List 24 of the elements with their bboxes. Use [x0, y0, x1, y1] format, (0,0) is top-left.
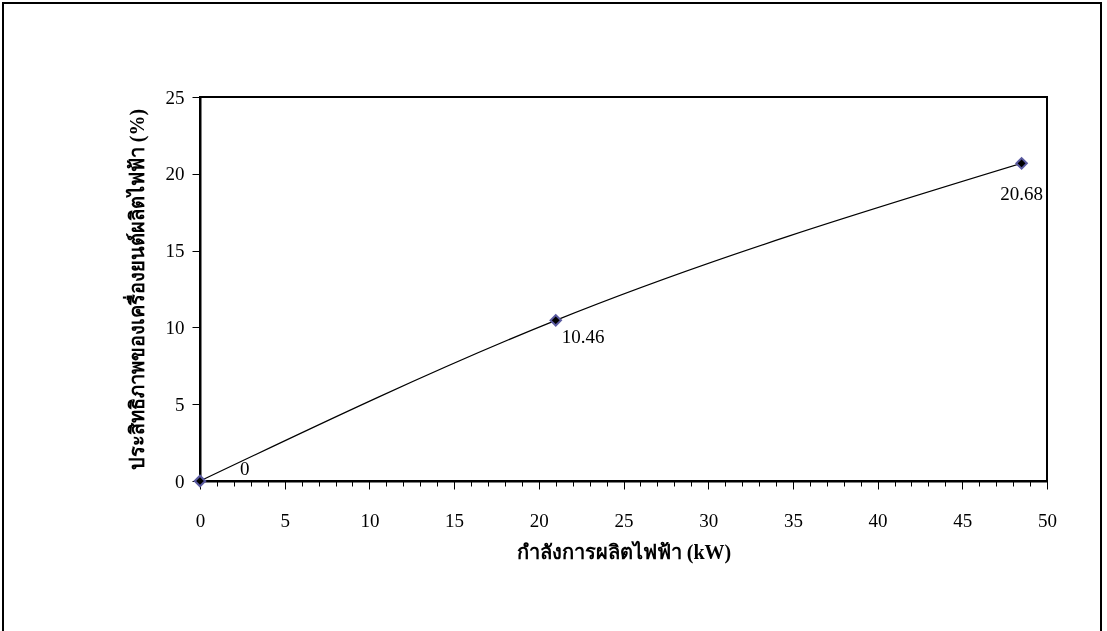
x-axis-title: กำลังการผลิตไฟฟ้า (kW)	[516, 539, 732, 564]
x-tick-label: 20	[529, 509, 549, 531]
y-tick-label: 20	[165, 163, 185, 185]
x-tick-label: 45	[953, 509, 973, 531]
point	[549, 314, 562, 327]
x-tick-label: 25	[614, 509, 634, 531]
point	[1015, 157, 1028, 170]
data-label: 0	[240, 458, 250, 479]
x-tick-label: 15	[445, 509, 465, 531]
x-tick-label: 5	[280, 509, 290, 531]
y-tick-label: 5	[175, 393, 185, 415]
y-axis-title: ประสิทธิภาพของเครื่องยนต์ผลิตไฟฟ้า (%)	[121, 108, 149, 471]
data-label: 20.68	[1000, 183, 1043, 205]
x-tick-label: 35	[783, 509, 803, 531]
y-tick-label: 25	[165, 86, 185, 108]
x-tick-label: 0	[195, 509, 206, 531]
data-label: 10.46	[561, 326, 605, 348]
x-tick-label: 50	[1038, 509, 1057, 531]
y-tick-label: 0	[175, 470, 185, 492]
x-tick-label: 40	[868, 509, 888, 531]
x-tick-label: 30	[699, 509, 719, 531]
x-tick-label: 10	[360, 509, 380, 531]
y-tick-label: 15	[165, 240, 185, 262]
y-tick-label: 10	[165, 316, 185, 338]
